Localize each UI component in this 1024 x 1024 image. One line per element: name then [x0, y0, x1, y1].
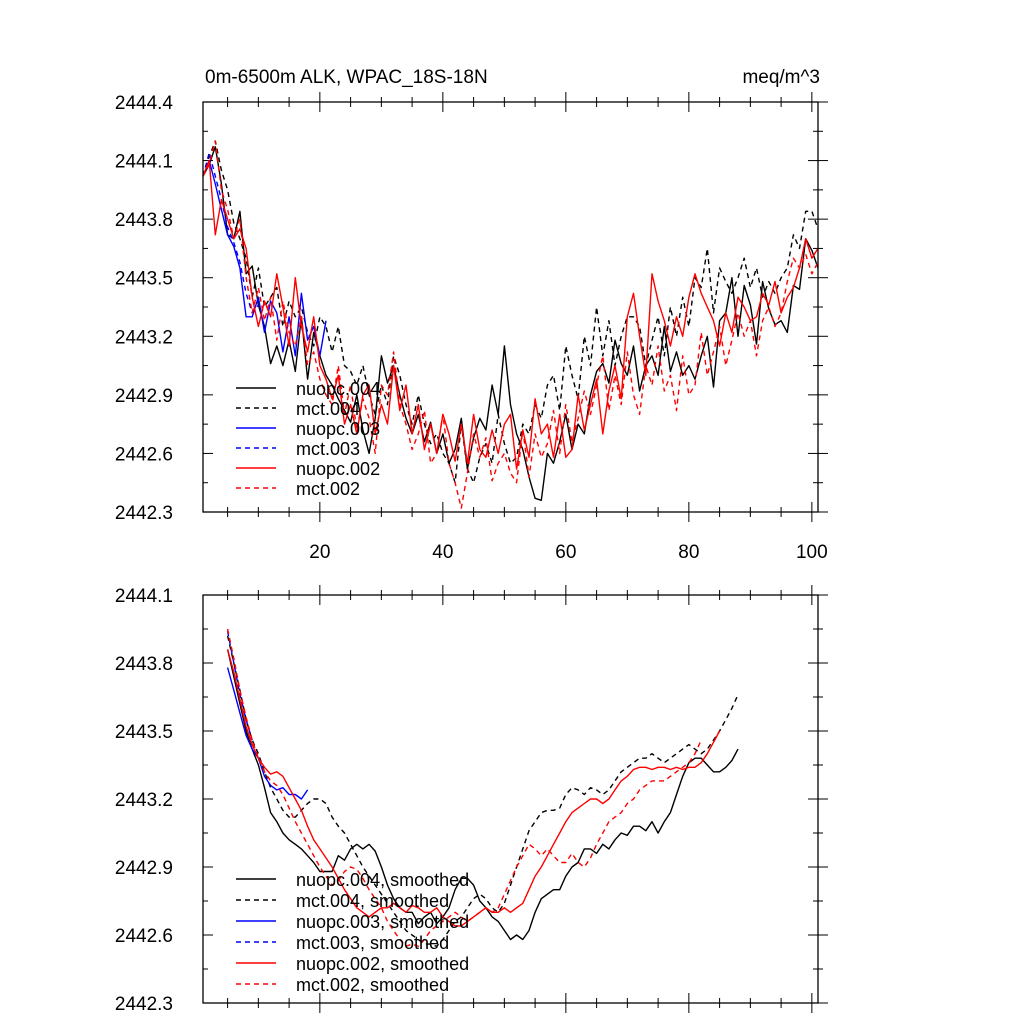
legend-label: mct.002: [296, 479, 360, 499]
bottom-panel-frame: [202, 594, 819, 1004]
y-tick-label: 2442.3: [115, 994, 173, 1015]
top-panel-series: [202, 140, 819, 509]
legend-label: mct.003, smoothed: [296, 933, 449, 953]
legend-label: nuopc.003: [296, 419, 380, 439]
series-line-nuopc-002: [202, 159, 819, 470]
legend-label: nuopc.003, smoothed: [296, 912, 469, 932]
series-line-mct-004-smoothed: [226, 635, 739, 947]
y-tick-label: 2444.1: [115, 152, 173, 173]
top-panel: 0m-6500m ALK, WPAC_18S-18N meq/m^3 20 40 6…: [115, 67, 828, 563]
series-line-nuopc-003: [202, 159, 327, 357]
y-tick-label: 2443.8: [115, 210, 173, 231]
legend-label: nuopc.002: [296, 459, 380, 479]
series-line-nuopc-002-smoothed: [226, 649, 721, 927]
legend-label: nuopc.004, smoothed: [296, 870, 469, 890]
y-tick-label: 2443.5: [115, 722, 173, 743]
y-tick-label: 2442.6: [115, 926, 173, 947]
legend-label: nuopc.002, smoothed: [296, 954, 469, 974]
y-tick-label: 2443.2: [115, 790, 173, 811]
top-panel-ticks: 20 40 60 80 100 2442.3 2442.6 2442.9 2443.2 2443.…: [115, 92, 828, 563]
series-line-nuopc-004: [202, 146, 819, 501]
legend-label: nuopc.004: [296, 379, 380, 399]
x-tick-label: 80: [678, 542, 699, 563]
series-line-mct-002: [202, 140, 819, 509]
series-line-nuopc-004-smoothed: [226, 649, 739, 941]
series-line-mct-003-smoothed: [226, 631, 253, 741]
legend-label: mct.004: [296, 399, 360, 419]
y-tick-label: 2443.2: [115, 327, 173, 348]
bottom-panel: 2442.3 2442.6 2442.9 2443.2 2443.5 2443.8 2444…: [115, 585, 828, 1015]
y-tick-label: 2442.9: [115, 858, 173, 879]
x-tick-label: 100: [796, 542, 828, 563]
y-tick-label: 2442.3: [115, 503, 173, 524]
y-tick-label: 2444.4: [115, 93, 174, 114]
series-line-mct-002-smoothed: [226, 628, 702, 947]
y-tick-label: 2444.1: [115, 586, 173, 607]
legend-label: mct.004, smoothed: [296, 891, 449, 911]
y-tick-label: 2443.8: [115, 654, 173, 675]
legend-label: mct.002, smoothed: [296, 975, 449, 995]
top-panel-title: 0m-6500m ALK, WPAC_18S-18N: [205, 67, 488, 88]
bottom-panel-ticks: 2442.3 2442.6 2442.9 2443.2 2443.5 2443.8 2444…: [115, 585, 828, 1015]
top-panel-units: meq/m^3: [742, 67, 820, 88]
y-tick-label: 2442.9: [115, 386, 173, 407]
legend-label: mct.003: [296, 439, 360, 459]
x-tick-label: 40: [432, 542, 453, 563]
y-tick-label: 2442.6: [115, 444, 173, 465]
bottom-panel-series: [226, 628, 739, 947]
y-tick-label: 2443.5: [115, 269, 173, 290]
series-line-nuopc-003-smoothed: [226, 667, 309, 800]
x-tick-label: 60: [555, 542, 576, 563]
top-panel-legend: nuopc.004mct.004nuopc.003mct.003nuopc.00…: [236, 379, 380, 499]
top-panel-frame: [202, 101, 819, 513]
series-line-mct-003: [202, 152, 259, 314]
x-tick-label: 20: [309, 542, 330, 563]
